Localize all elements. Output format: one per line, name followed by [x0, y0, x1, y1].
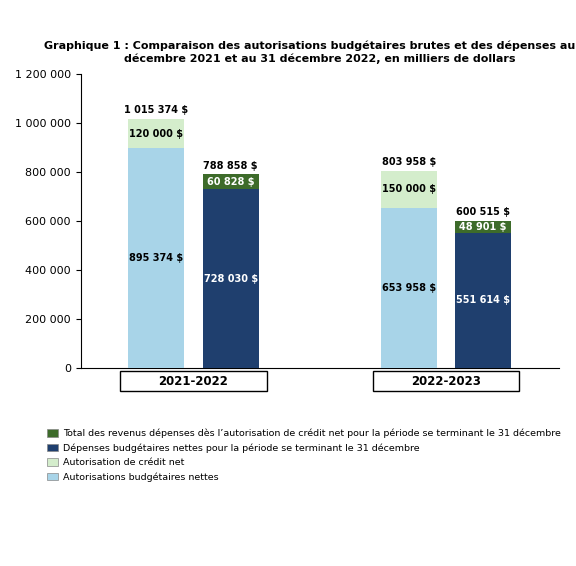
FancyBboxPatch shape: [120, 371, 267, 392]
Text: 551 614 $: 551 614 $: [456, 295, 510, 305]
Bar: [128, 148, 184, 368]
Text: 1 015 374 $: 1 015 374 $: [124, 105, 188, 115]
Text: 803 958 $: 803 958 $: [381, 157, 436, 167]
Bar: [203, 190, 259, 368]
Bar: [455, 233, 511, 368]
Text: 150 000 $: 150 000 $: [382, 184, 435, 194]
Title: Graphique 1 : Comparaison des autorisations budgétaires brutes et des dépenses a: Graphique 1 : Comparaison des autorisati…: [44, 40, 576, 65]
Text: 48 901 $: 48 901 $: [459, 222, 507, 231]
Bar: [381, 208, 437, 368]
Bar: [455, 221, 511, 233]
Text: 2022-2023: 2022-2023: [411, 375, 481, 388]
FancyBboxPatch shape: [373, 371, 519, 392]
Legend: Total des revenus dépenses dès l’autorisation de crédit net pour la période se t: Total des revenus dépenses dès l’autoris…: [47, 428, 561, 482]
Text: 728 030 $: 728 030 $: [204, 273, 258, 284]
Bar: [203, 174, 259, 190]
Bar: [381, 171, 437, 208]
Bar: [128, 119, 184, 148]
Text: 895 374 $: 895 374 $: [129, 253, 183, 263]
Text: 60 828 $: 60 828 $: [207, 177, 255, 187]
Text: 600 515 $: 600 515 $: [456, 207, 510, 217]
Text: 788 858 $: 788 858 $: [203, 161, 258, 171]
Text: 2021-2022: 2021-2022: [158, 375, 229, 388]
Text: 653 958 $: 653 958 $: [381, 282, 435, 293]
Text: 120 000 $: 120 000 $: [130, 128, 183, 139]
